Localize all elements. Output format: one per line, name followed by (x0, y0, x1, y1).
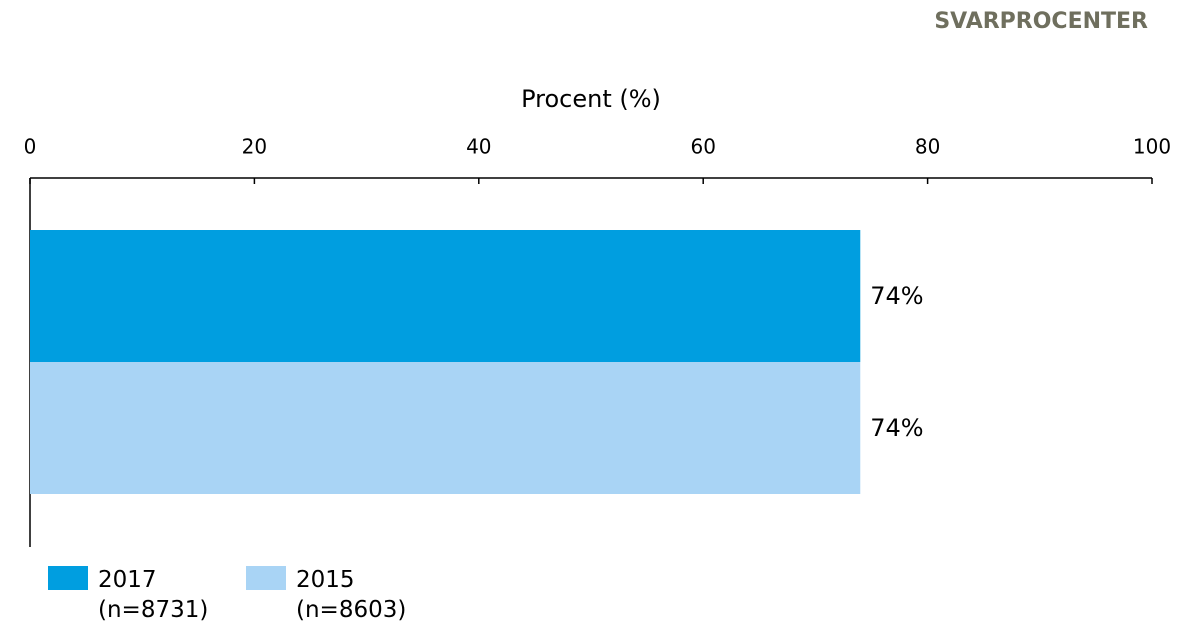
value-label: 74% (870, 282, 923, 310)
legend-label: 2017 (n=8731) (98, 567, 208, 623)
legend-swatch (246, 566, 286, 590)
x-tick-label: 100 (1133, 135, 1171, 159)
x-tick-label: 0 (24, 135, 37, 159)
bar (30, 230, 861, 362)
bar (30, 362, 861, 494)
x-tick-label: 40 (466, 135, 491, 159)
x-tick-label: 80 (915, 135, 940, 159)
value-label: 74% (870, 414, 923, 442)
x-tick-label: 20 (242, 135, 267, 159)
x-axis-label: Procent (%) (521, 85, 661, 113)
legend-swatch (48, 566, 88, 590)
x-tick-label: 60 (690, 135, 715, 159)
chart-title: SVARPROCENTER (934, 9, 1148, 34)
legend-label: 2015 (n=8603) (296, 567, 406, 623)
